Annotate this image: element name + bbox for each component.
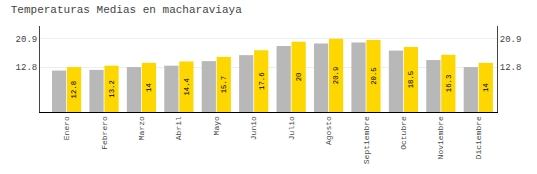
svg-text:20.5: 20.5 (370, 67, 378, 85)
svg-text:Abril: Abril (174, 116, 183, 140)
svg-text:20: 20 (295, 73, 303, 82)
svg-text:Diciembre: Diciembre (474, 116, 483, 159)
svg-text:14: 14 (145, 83, 153, 92)
svg-text:18.5: 18.5 (407, 71, 415, 89)
svg-text:12.8: 12.8 (16, 63, 38, 73)
svg-text:16.3: 16.3 (445, 75, 453, 93)
svg-text:Noviembre: Noviembre (436, 116, 445, 159)
svg-text:14: 14 (482, 83, 490, 92)
svg-text:Agosto: Agosto (324, 116, 333, 145)
svg-text:Febrero: Febrero (100, 116, 109, 150)
svg-text:Junio: Junio (249, 116, 258, 140)
svg-text:12.8: 12.8 (500, 63, 522, 73)
svg-text:12.8: 12.8 (70, 81, 78, 99)
svg-text:Temperaturas Medias en machara: Temperaturas Medias en macharaviaya (11, 4, 242, 16)
svg-text:20.9: 20.9 (332, 67, 340, 85)
svg-text:Octubre: Octubre (399, 116, 408, 150)
svg-text:20.9: 20.9 (500, 35, 522, 45)
svg-text:14.4: 14.4 (183, 77, 191, 95)
svg-text:15.7: 15.7 (220, 76, 228, 94)
svg-text:17.6: 17.6 (258, 72, 266, 90)
svg-text:Enero: Enero (62, 116, 71, 140)
svg-text:Septiembre: Septiembre (362, 116, 371, 164)
svg-text:Mayo: Mayo (212, 116, 221, 135)
svg-text:13.2: 13.2 (108, 80, 116, 98)
svg-text:20.9: 20.9 (16, 35, 38, 45)
svg-text:Marzo: Marzo (137, 116, 146, 140)
svg-text:Julio: Julio (287, 116, 296, 140)
